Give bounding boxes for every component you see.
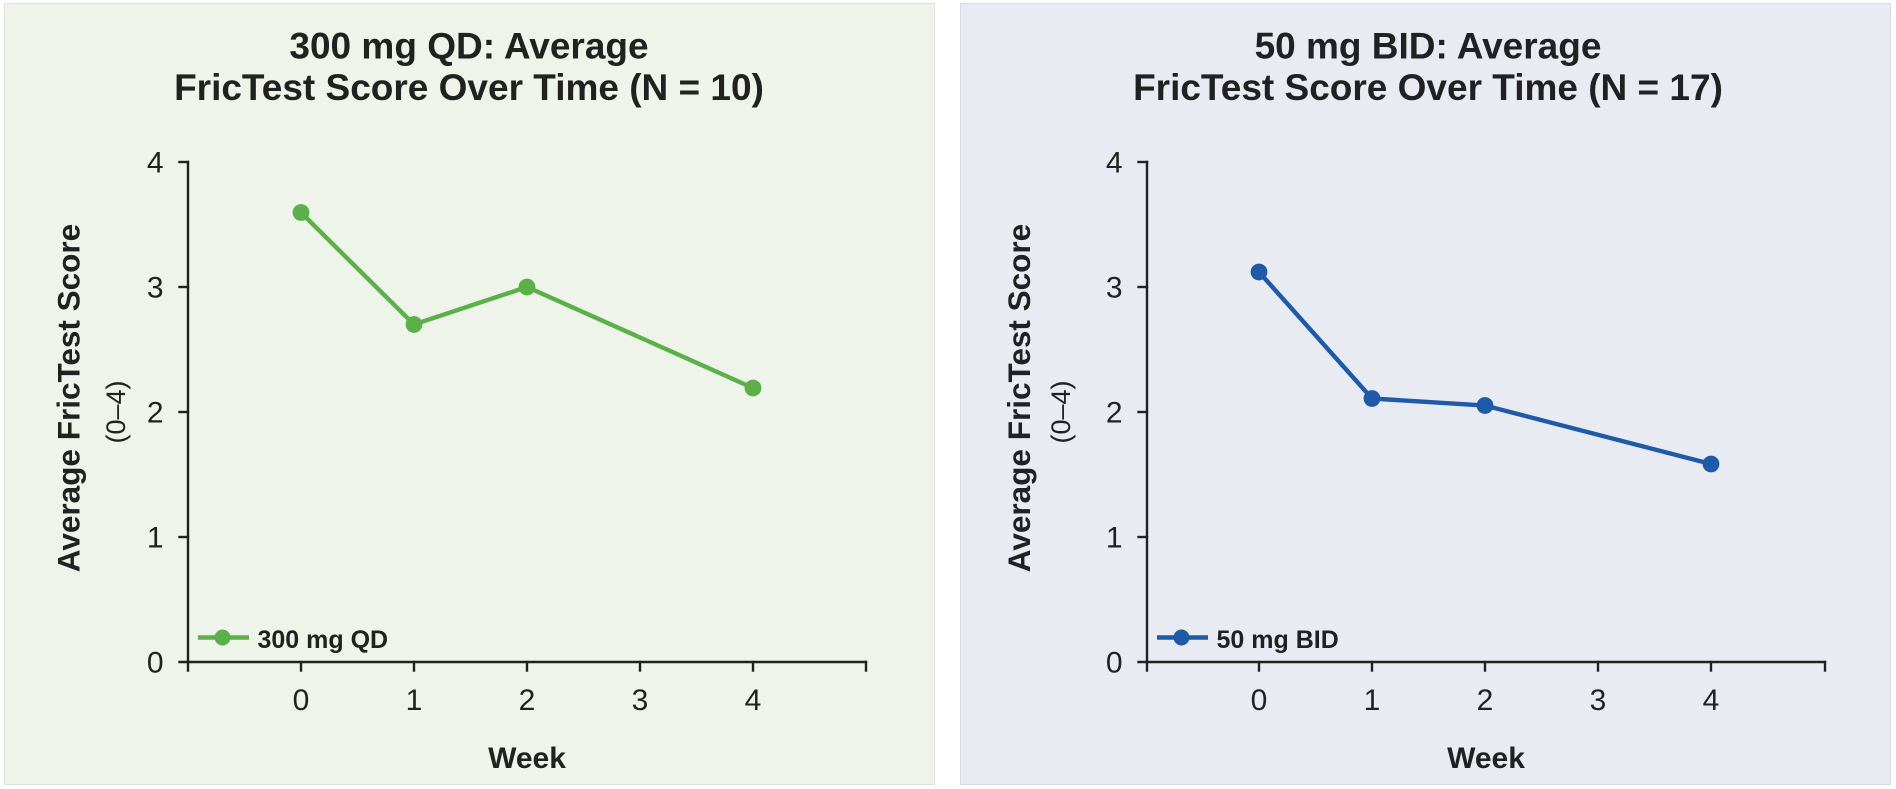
svg-text:4: 4 [1106, 147, 1123, 180]
svg-text:FricTest Score Over Time (N =: FricTest Score Over Time (N = 10) [174, 67, 764, 108]
svg-text:Week: Week [488, 742, 566, 775]
svg-text:1: 1 [406, 684, 423, 717]
svg-text:FricTest Score Over Time (N =: FricTest Score Over Time (N = 17) [1133, 67, 1723, 108]
svg-text:300 mg QD: 300 mg QD [258, 626, 389, 654]
svg-text:0: 0 [1251, 684, 1268, 717]
svg-text:2: 2 [1106, 397, 1123, 430]
svg-text:300 mg QD: Average: 300 mg QD: Average [289, 26, 648, 67]
svg-text:3: 3 [1590, 684, 1607, 717]
svg-text:(0–4): (0–4) [1046, 380, 1076, 443]
svg-text:50 mg BID: Average: 50 mg BID: Average [1255, 26, 1602, 67]
svg-text:0: 0 [147, 647, 164, 680]
svg-text:1: 1 [147, 522, 164, 555]
svg-text:2: 2 [147, 397, 164, 430]
svg-text:50 mg BID: 50 mg BID [1217, 626, 1339, 654]
svg-text:3: 3 [632, 684, 649, 717]
svg-text:Week: Week [1447, 742, 1525, 775]
svg-text:(0–4): (0–4) [101, 380, 131, 443]
svg-text:Average FricTest Score: Average FricTest Score [51, 224, 87, 572]
svg-text:2: 2 [519, 684, 536, 717]
svg-text:4: 4 [745, 684, 762, 717]
svg-text:4: 4 [1703, 684, 1720, 717]
svg-text:4: 4 [147, 147, 164, 180]
svg-text:3: 3 [1106, 272, 1123, 305]
svg-text:3: 3 [147, 272, 164, 305]
svg-text:0: 0 [293, 684, 310, 717]
svg-text:1: 1 [1106, 522, 1123, 555]
svg-text:2: 2 [1477, 684, 1494, 717]
svg-text:Average FricTest Score: Average FricTest Score [1001, 224, 1037, 572]
svg-text:0: 0 [1106, 647, 1123, 680]
svg-text:1: 1 [1364, 684, 1381, 717]
